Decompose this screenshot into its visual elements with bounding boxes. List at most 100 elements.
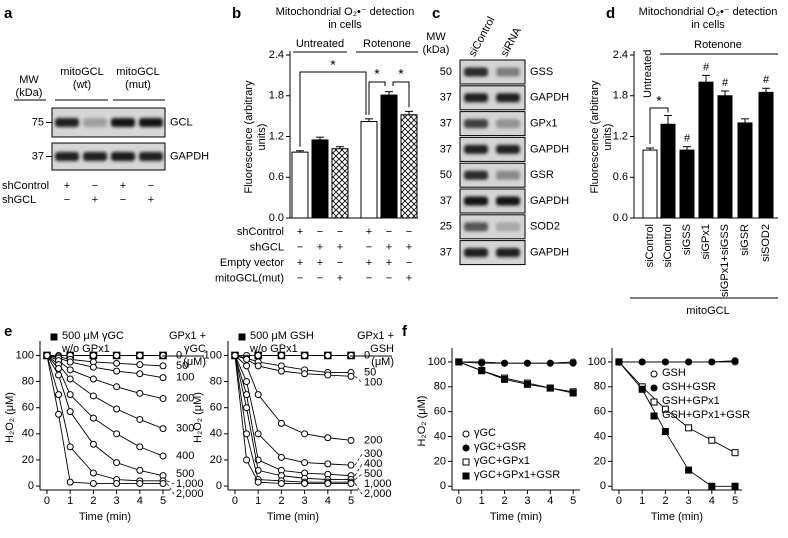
- series-line: [234, 355, 352, 377]
- marker: [89, 351, 97, 359]
- marker: [113, 430, 121, 438]
- y-tick-label: 100: [16, 349, 34, 361]
- marker: [136, 389, 144, 397]
- marker: [615, 358, 623, 366]
- bar: [679, 149, 695, 219]
- y-tick-label: 80: [210, 375, 222, 387]
- condition-sign: −: [120, 194, 126, 206]
- bar: [758, 91, 774, 219]
- condition-name: shControl: [237, 226, 284, 238]
- condition-sign: +: [120, 180, 126, 192]
- series-line: [46, 355, 164, 379]
- x-tick-label: 5: [160, 495, 166, 507]
- condition-sign: +: [297, 257, 303, 269]
- condition-sign: −: [366, 241, 372, 253]
- y-tick-label: 60: [210, 402, 222, 414]
- marker: [113, 405, 121, 413]
- marker: [136, 466, 144, 474]
- legend-marker: [650, 370, 658, 378]
- marker: [254, 478, 262, 486]
- condition-sign: +: [366, 226, 372, 238]
- significance-mark: #: [703, 61, 710, 73]
- mw-label: 50: [440, 66, 452, 78]
- series-end-label: 500: [364, 468, 382, 480]
- marker: [523, 380, 531, 388]
- marker: [254, 351, 262, 359]
- condition-sign: +: [386, 241, 392, 253]
- x-tick-label: siControl: [662, 224, 674, 267]
- significance-bracket: [299, 71, 367, 147]
- series-end-label: 0: [176, 349, 182, 361]
- series-line: [46, 355, 164, 457]
- blot-band: [464, 170, 488, 180]
- blot-band: [496, 196, 520, 206]
- x-tick-label: siGSS: [681, 224, 693, 255]
- y-tick-label: 0.0: [613, 212, 628, 224]
- y-tick-label: 0.0: [269, 212, 284, 224]
- x-tick-label: 4: [547, 495, 553, 507]
- significance-mark: #: [684, 133, 691, 145]
- marker: [661, 358, 669, 366]
- condition-name: shGCL: [250, 241, 284, 253]
- marker: [231, 351, 239, 359]
- blot-band: [139, 152, 163, 161]
- series-end-label: 400: [364, 458, 382, 470]
- marker: [301, 430, 309, 438]
- band-label: SOD2: [530, 221, 560, 233]
- condition-sign: −: [386, 226, 392, 238]
- x-tick-label: 4: [325, 495, 331, 507]
- marker: [324, 434, 332, 442]
- bar: [642, 149, 658, 219]
- marker: [159, 452, 167, 460]
- marker: [546, 384, 554, 392]
- marker: [301, 370, 309, 378]
- marker: [478, 359, 486, 367]
- marker: [708, 358, 716, 366]
- y-tick-label: 60: [22, 402, 34, 414]
- legend-marker: [650, 398, 658, 406]
- condition-sign: −: [92, 180, 98, 192]
- x-tick-label: 5: [570, 495, 576, 507]
- mw-label: 37: [440, 143, 452, 155]
- label-leader: [354, 453, 363, 466]
- blot-band: [464, 67, 488, 77]
- blot-band: [464, 222, 488, 232]
- bar: [717, 95, 733, 219]
- label-leader: [354, 473, 363, 480]
- marker: [685, 424, 693, 432]
- band-label: GAPDH: [530, 247, 569, 259]
- condition-sign: +: [64, 180, 70, 192]
- marker: [136, 351, 144, 359]
- series-end-label: 400: [176, 450, 194, 462]
- condition-sign: +: [297, 226, 303, 238]
- marker: [243, 362, 251, 370]
- significance-mark: #: [722, 77, 729, 89]
- blot-band: [496, 67, 520, 77]
- x-tick-label: 2: [662, 495, 668, 507]
- marker: [301, 479, 309, 487]
- y-tick-label: 1.8: [269, 90, 284, 102]
- y-tick-label: 0: [216, 480, 222, 492]
- marker: [66, 375, 74, 383]
- marker: [113, 359, 121, 367]
- marker: [277, 351, 285, 359]
- marker: [136, 479, 144, 487]
- bar: [698, 81, 714, 219]
- marker: [113, 367, 121, 375]
- y-tick-label: 0.6: [613, 171, 628, 183]
- marker: [301, 351, 309, 359]
- marker: [55, 391, 63, 399]
- significance-mark: *: [330, 57, 336, 73]
- mw-label: 37: [440, 195, 452, 207]
- marker: [136, 415, 144, 423]
- band-label: GAPDH: [530, 143, 569, 155]
- series-end-label: 500: [176, 468, 194, 480]
- x-tick-label: siGPx1+siGSS: [719, 224, 731, 297]
- significance-mark: *: [374, 66, 380, 82]
- marker: [89, 392, 97, 400]
- marker: [113, 351, 121, 359]
- blot-band: [111, 152, 135, 161]
- marker: [66, 366, 74, 374]
- band-label: GAPDH: [530, 92, 569, 104]
